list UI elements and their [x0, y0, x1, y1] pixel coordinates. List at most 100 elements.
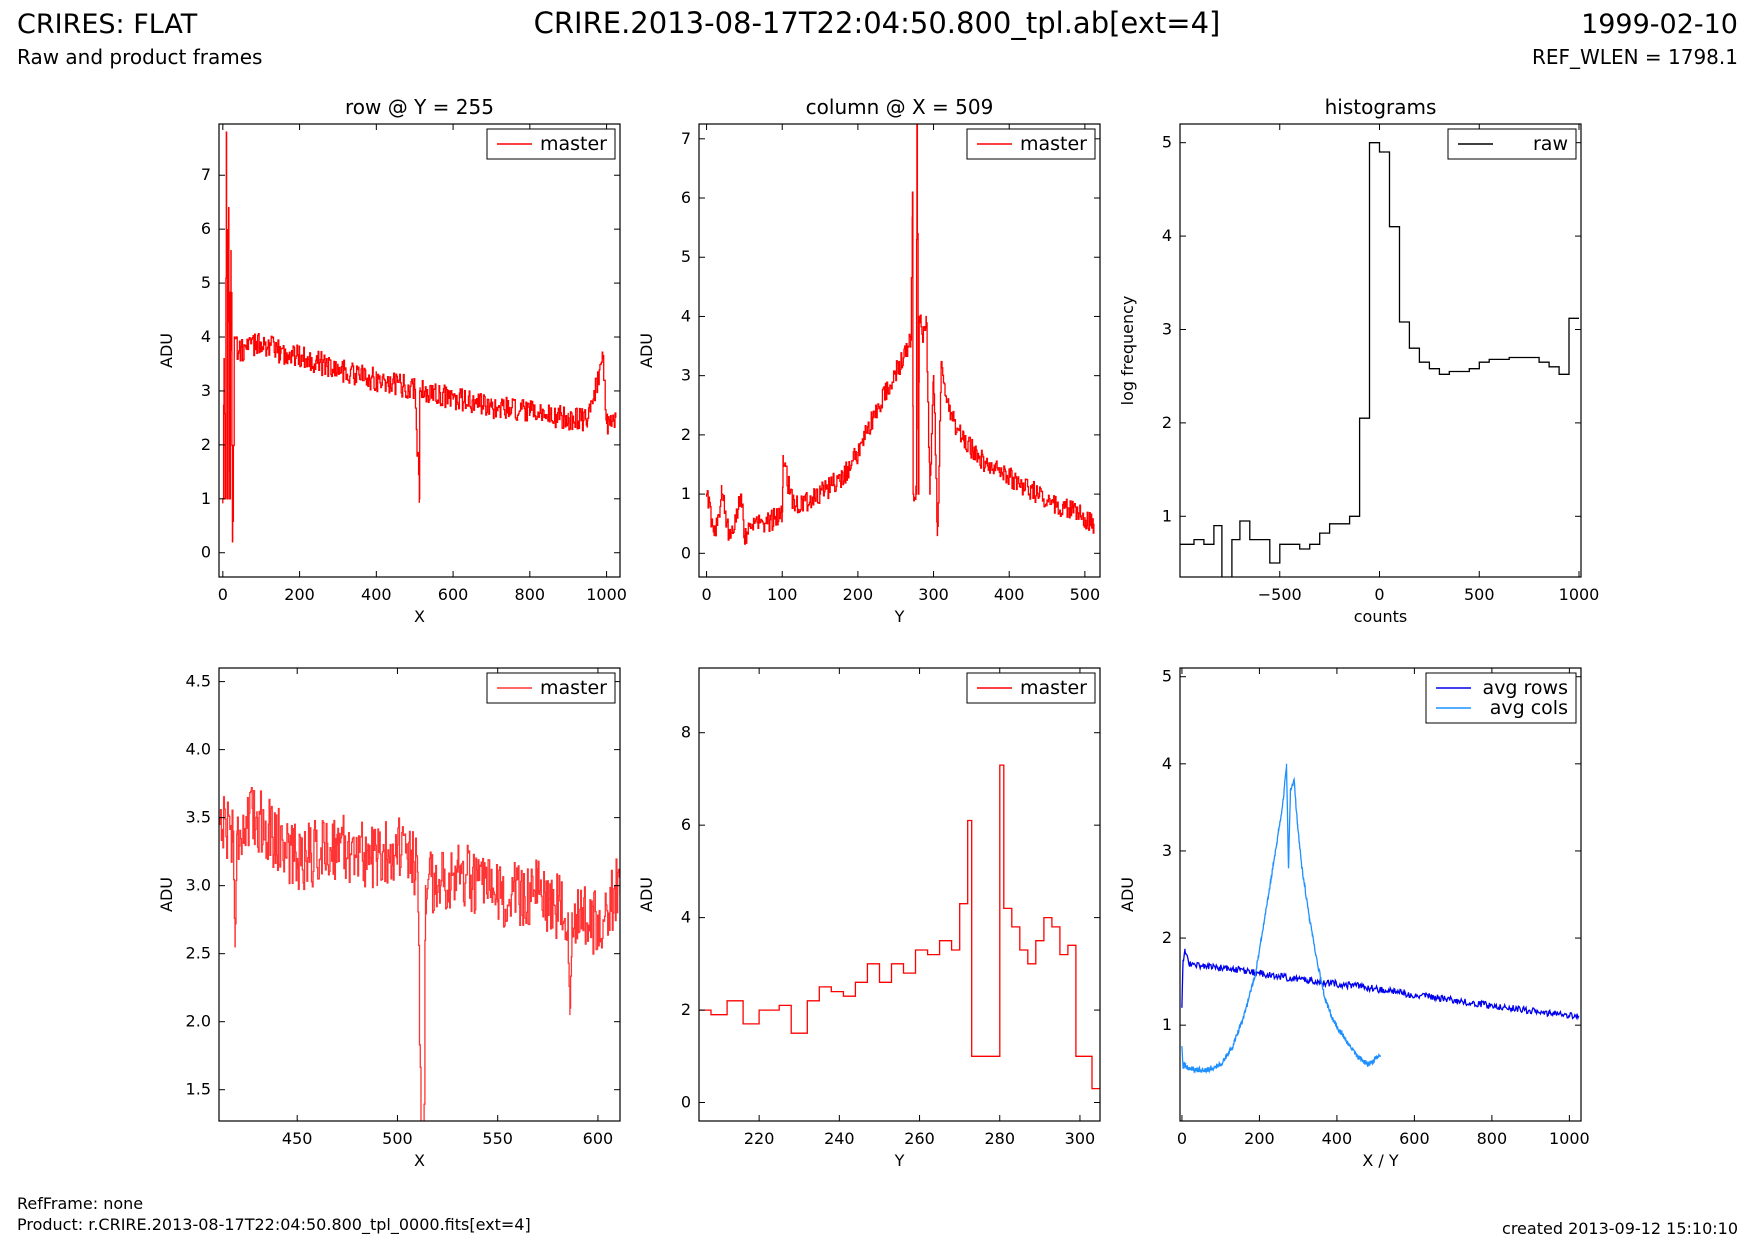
- plot-series-group: [1181, 763, 1580, 1075]
- y-axis-label: ADU: [157, 877, 176, 912]
- y-tick-label: 6: [681, 815, 691, 834]
- x-tick-label: 800: [515, 585, 546, 604]
- y-tick-label: 2.5: [186, 944, 211, 963]
- x-tick-label: 0: [701, 585, 711, 604]
- x-tick-label: 280: [984, 1129, 1015, 1148]
- plot-frame: [218, 123, 621, 578]
- plot-series-group: [699, 764, 1100, 1090]
- plot-frame: [698, 667, 1101, 1122]
- y-tick-label: 7: [681, 129, 691, 148]
- panel-title: histograms: [1325, 95, 1437, 119]
- y-tick-label: 1: [1162, 506, 1172, 525]
- series-line-master: [705, 124, 1095, 545]
- y-tick-label: 8: [681, 723, 691, 742]
- x-axis-label: Y: [894, 1151, 905, 1170]
- y-tick-label: 4: [1162, 226, 1172, 245]
- y-tick-label: 6: [201, 219, 211, 238]
- x-tick-label: 240: [824, 1129, 855, 1148]
- y-axis-label: ADU: [637, 877, 656, 912]
- date-label: 1999-02-10: [1581, 9, 1738, 40]
- y-tick-label: 0: [201, 543, 211, 562]
- y-tick-label: 5: [1162, 133, 1172, 152]
- x-tick-label: 1000: [586, 585, 627, 604]
- y-axis-label: ADU: [637, 333, 656, 368]
- y-tick-label: 4: [1162, 754, 1172, 773]
- y-tick-label: 2: [681, 425, 691, 444]
- x-tick-label: 220: [744, 1129, 775, 1148]
- y-tick-label: 6: [681, 188, 691, 207]
- x-axis-label: X / Y: [1362, 1151, 1399, 1170]
- ref-wlen-label: REF_WLEN = 1798.1: [1532, 45, 1738, 69]
- series-line-raw: [1180, 142, 1579, 577]
- y-tick-label: 3: [681, 366, 691, 385]
- y-tick-label: 2: [1162, 928, 1172, 947]
- plot-frame: [218, 667, 621, 1122]
- y-tick-label: 3: [201, 381, 211, 400]
- y-tick-label: 2: [1162, 413, 1172, 432]
- y-tick-label: 0: [681, 1093, 691, 1112]
- y-tick-label: 2.0: [186, 1012, 211, 1031]
- plot-frame: [1179, 123, 1582, 578]
- x-tick-label: 0: [1177, 1129, 1187, 1148]
- y-tick-label: 2: [201, 435, 211, 454]
- x-tick-label: 1000: [1559, 585, 1600, 604]
- series-line-avg-cols: [1181, 763, 1381, 1075]
- x-axis-label: Y: [894, 607, 905, 626]
- y-tick-label: 4: [681, 306, 691, 325]
- legend-entry: raw: [1533, 133, 1568, 155]
- series-line-master: [222, 131, 617, 543]
- x-tick-label: 400: [361, 585, 392, 604]
- y-tick-label: 1.5: [186, 1080, 211, 1099]
- y-axis-label: ADU: [1118, 877, 1137, 912]
- x-tick-label: 500: [382, 1129, 413, 1148]
- x-tick-label: 500: [1070, 585, 1101, 604]
- y-tick-label: 3: [1162, 841, 1172, 860]
- created-label: created 2013-09-12 15:10:10: [1502, 1219, 1738, 1238]
- x-tick-label: 200: [1244, 1129, 1275, 1148]
- panel-title: column @ X = 509: [806, 95, 994, 119]
- legend-entry: master: [540, 677, 607, 699]
- legend-box: [486, 672, 616, 704]
- x-tick-label: 600: [1399, 1129, 1430, 1148]
- panel-averages: 0 200 400 600 800 1000 1 2 3 4 5 X / Y ADU avg rowsav…: [1118, 667, 1590, 1170]
- x-tick-label: 400: [994, 585, 1025, 604]
- plot-series-group: [1180, 142, 1579, 577]
- x-tick-label: 0: [1374, 585, 1384, 604]
- y-tick-label: 1: [681, 484, 691, 503]
- plot-series-group: [219, 787, 620, 1121]
- y-tick-label: 5: [681, 247, 691, 266]
- panel-row-zoom: 450 500 550 600 1.5 2.0 2.5 3.0 3.5 4.0 4.5 X ADU mas…: [157, 667, 621, 1170]
- panel-row: 0 200 400 600 800 1000 0 1 2 3 4 5 6 7 X ADU row @ Y = 2…: [157, 95, 627, 626]
- product-label: Product: r.CRIRE.2013-08-17T22:04:50.800…: [17, 1215, 531, 1235]
- x-tick-label: 200: [843, 585, 874, 604]
- legend-entry: master: [1020, 133, 1087, 155]
- x-tick-label: 400: [1322, 1129, 1353, 1148]
- x-tick-label: 500: [1464, 585, 1495, 604]
- x-tick-label: 550: [482, 1129, 513, 1148]
- figure-subtitle: Raw and product frames: [17, 45, 262, 69]
- plot-frame: [1179, 667, 1582, 1122]
- x-tick-label: 1000: [1549, 1129, 1590, 1148]
- y-tick-label: 7: [201, 165, 211, 184]
- x-tick-label: 200: [284, 585, 315, 604]
- legend-box: [1425, 672, 1577, 724]
- x-tick-label: −500: [1258, 585, 1302, 604]
- plot-series-group: [705, 124, 1095, 545]
- y-tick-label: 1: [1162, 1015, 1172, 1034]
- y-tick-label: 3.0: [186, 876, 211, 895]
- y-tick-label: 4.5: [186, 672, 211, 691]
- x-axis-label: counts: [1354, 607, 1407, 626]
- panel-histogram: −500 0 500 1000 1 2 3 4 5 counts log frequency hist…: [1118, 95, 1599, 626]
- y-tick-label: 5: [201, 273, 211, 292]
- series-line-avg-rows: [1181, 948, 1580, 1021]
- figure-title: CRIRES: FLAT: [17, 9, 198, 40]
- y-axis-label: log frequency: [1118, 296, 1137, 406]
- plot-series-group: [222, 131, 617, 543]
- refframe-label: RefFrame: none: [17, 1194, 143, 1213]
- x-tick-label: 600: [583, 1129, 614, 1148]
- x-tick-label: 100: [767, 585, 798, 604]
- legend-entry: master: [1020, 677, 1087, 699]
- file-name: CRIRE.2013-08-17T22:04:50.800_tpl.ab[ext…: [534, 6, 1221, 40]
